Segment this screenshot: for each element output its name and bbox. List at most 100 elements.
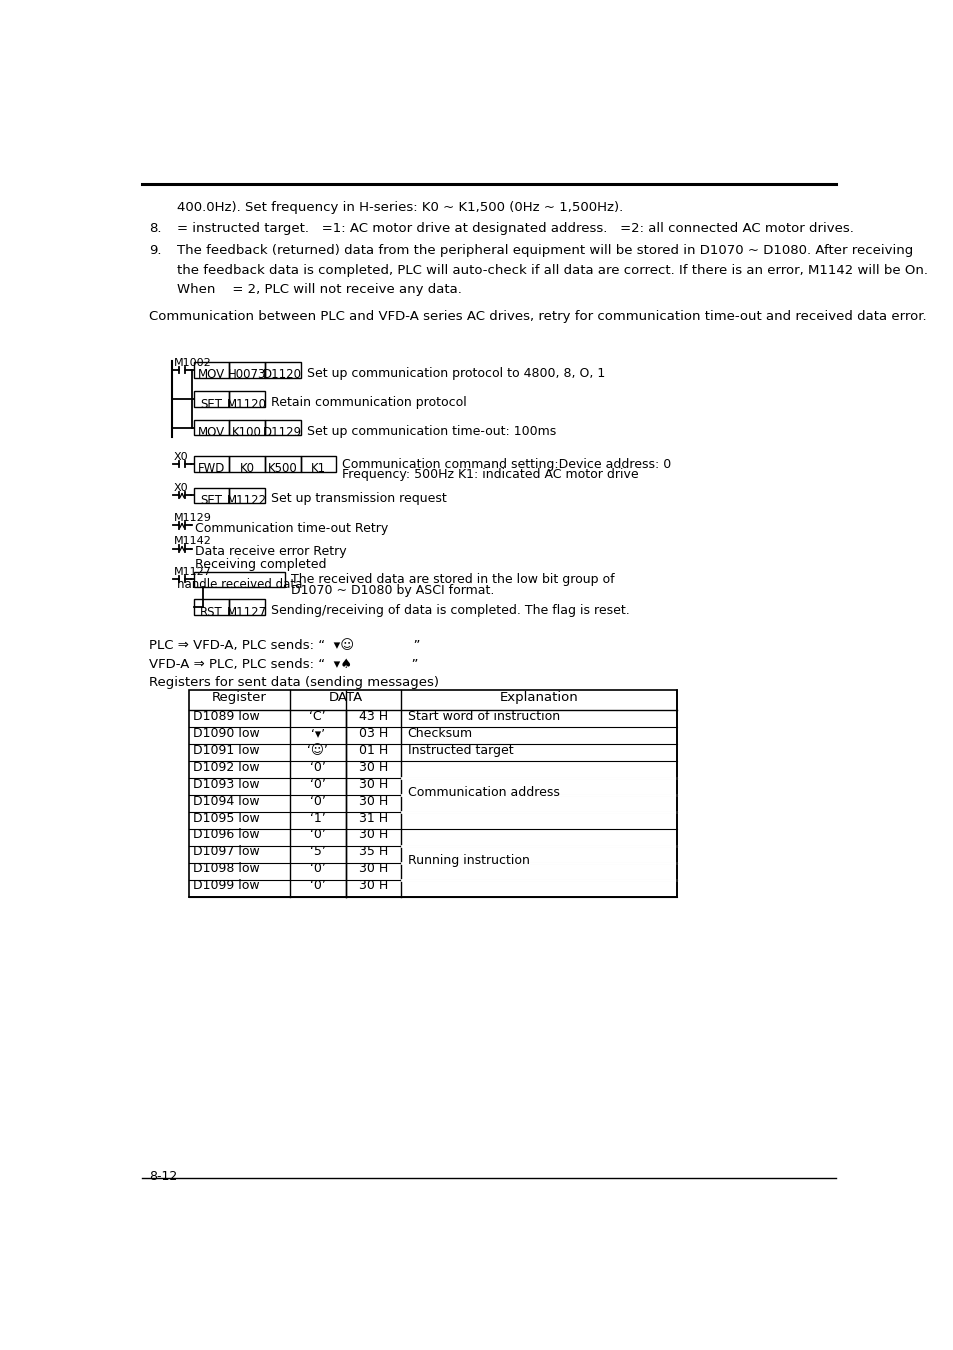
Text: 30 H: 30 H (358, 829, 388, 841)
Text: 9.: 9. (149, 244, 161, 258)
Text: 30 H: 30 H (358, 863, 388, 875)
Text: K100: K100 (232, 427, 262, 439)
Text: 43 H: 43 H (358, 710, 388, 722)
Text: ‘0’: ‘0’ (310, 879, 325, 892)
Text: ‘0’: ‘0’ (310, 863, 325, 875)
Text: Explanation: Explanation (499, 691, 578, 705)
Text: Register: Register (212, 691, 267, 705)
Bar (193, 599, 229, 614)
Text: Set up transmission request: Set up transmission request (271, 493, 446, 505)
Bar (265, 456, 300, 471)
Text: RST: RST (200, 606, 223, 618)
Text: Set up communication time-out: 100ms: Set up communication time-out: 100ms (307, 424, 556, 437)
Text: M1129: M1129 (173, 513, 212, 522)
Text: D1097 low: D1097 low (193, 845, 259, 859)
Text: ‘▾’: ‘▾’ (311, 726, 324, 740)
Bar (193, 456, 229, 471)
Text: ‘1’: ‘1’ (310, 811, 325, 825)
Text: K1: K1 (311, 462, 326, 475)
Text: FWD: FWD (197, 462, 225, 475)
Text: VFD-A ⇒ PLC, PLC sends: “  ▾♠              ”: VFD-A ⇒ PLC, PLC sends: “ ▾♠ ” (149, 657, 417, 671)
Text: ‘☺’: ‘☺’ (307, 744, 328, 757)
Text: M1127: M1127 (173, 567, 212, 576)
Text: 30 H: 30 H (358, 879, 388, 892)
Text: Receiving completed: Receiving completed (195, 558, 326, 571)
Text: Registers for sent data (sending messages): Registers for sent data (sending message… (149, 676, 438, 690)
Text: D1099 low: D1099 low (193, 879, 259, 892)
Text: MOV: MOV (197, 369, 225, 381)
Text: the feedback data is completed, PLC will auto-check if all data are correct. If : the feedback data is completed, PLC will… (177, 263, 927, 277)
Text: X0: X0 (173, 451, 188, 462)
Text: M1127: M1127 (227, 606, 267, 618)
Text: ‘0’: ‘0’ (310, 829, 325, 841)
Bar (229, 420, 265, 435)
Text: D1092 low: D1092 low (193, 760, 259, 774)
Bar (193, 392, 229, 406)
Bar (193, 420, 229, 435)
Text: The received data are stored in the low bit group of: The received data are stored in the low … (291, 574, 615, 586)
Text: M1122: M1122 (227, 494, 267, 506)
Text: M1142: M1142 (173, 536, 212, 547)
Text: D1089 low: D1089 low (193, 710, 259, 722)
Text: D1095 low: D1095 low (193, 811, 259, 825)
Text: X0: X0 (173, 483, 188, 493)
Bar (229, 392, 265, 406)
Text: = instructed target.   =1: AC motor drive at designated address.   =2: all conne: = instructed target. =1: AC motor drive … (177, 221, 853, 235)
Bar (193, 487, 229, 504)
Text: DATA: DATA (328, 691, 362, 705)
Text: Start word of instruction: Start word of instruction (407, 710, 559, 722)
Text: Data receive error Retry: Data receive error Retry (195, 545, 347, 559)
Text: D1091 low: D1091 low (193, 744, 259, 757)
Text: Communication time-out Retry: Communication time-out Retry (195, 522, 388, 536)
Bar (229, 362, 265, 378)
Text: 01 H: 01 H (358, 744, 388, 757)
Text: Instructed target: Instructed target (407, 744, 513, 757)
Text: Retain communication protocol: Retain communication protocol (271, 396, 466, 409)
Text: 400.0Hz). Set frequency in H-series: K0 ~ K1,500 (0Hz ~ 1,500Hz).: 400.0Hz). Set frequency in H-series: K0 … (177, 201, 623, 213)
Text: D1096 low: D1096 low (193, 829, 259, 841)
Text: PLC ⇒ VFD-A, PLC sends: “  ▾☺              ”: PLC ⇒ VFD-A, PLC sends: “ ▾☺ ” (149, 640, 419, 652)
Text: D1129: D1129 (263, 427, 302, 439)
Text: ‘0’: ‘0’ (310, 760, 325, 774)
Text: 03 H: 03 H (358, 726, 388, 740)
Text: MOV: MOV (197, 427, 225, 439)
Text: D1094 low: D1094 low (193, 795, 259, 807)
Text: The feedback (returned) data from the peripheral equipment will be stored in D10: The feedback (returned) data from the pe… (177, 244, 913, 258)
Text: K500: K500 (268, 462, 297, 475)
Text: D1120: D1120 (263, 369, 302, 381)
Text: Communication between PLC and VFD-A series AC drives, retry for communication ti: Communication between PLC and VFD-A seri… (149, 310, 925, 323)
Bar (229, 456, 265, 471)
Text: 35 H: 35 H (358, 845, 388, 859)
Text: 30 H: 30 H (358, 795, 388, 807)
Text: ‘5’: ‘5’ (310, 845, 325, 859)
Text: ‘C’: ‘C’ (309, 710, 326, 722)
Text: 8-12: 8-12 (149, 1170, 176, 1183)
Text: D1093 low: D1093 low (193, 778, 259, 791)
Text: Set up communication protocol to 4800, 8, O, 1: Set up communication protocol to 4800, 8… (307, 367, 604, 379)
Text: 30 H: 30 H (358, 778, 388, 791)
Text: SET: SET (200, 398, 222, 410)
Text: D1098 low: D1098 low (193, 863, 259, 875)
Bar (300, 456, 335, 471)
Text: When    = 2, PLC will not receive any data.: When = 2, PLC will not receive any data. (177, 284, 462, 296)
Text: Sending/receiving of data is completed. The flag is reset.: Sending/receiving of data is completed. … (271, 603, 629, 617)
Text: Running instruction: Running instruction (407, 855, 529, 867)
Bar (229, 487, 265, 504)
Bar (229, 599, 265, 614)
Bar (265, 420, 300, 435)
Text: D1090 low: D1090 low (193, 726, 259, 740)
Bar (193, 571, 285, 587)
Text: Checksum: Checksum (407, 726, 472, 740)
Text: Frequency: 500Hz K1: indicated AC motor drive: Frequency: 500Hz K1: indicated AC motor … (342, 468, 639, 482)
Bar (189, 690, 677, 896)
Text: Communication command setting:Device address: 0: Communication command setting:Device add… (342, 458, 671, 471)
Bar (265, 362, 300, 378)
Text: SET: SET (200, 494, 222, 506)
Text: 31 H: 31 H (358, 811, 388, 825)
Text: 30 H: 30 H (358, 760, 388, 774)
Text: H0073: H0073 (228, 369, 266, 381)
Text: K0: K0 (239, 462, 254, 475)
Text: M1002: M1002 (173, 358, 211, 367)
Text: ‘0’: ‘0’ (310, 778, 325, 791)
Text: 8.: 8. (149, 221, 161, 235)
